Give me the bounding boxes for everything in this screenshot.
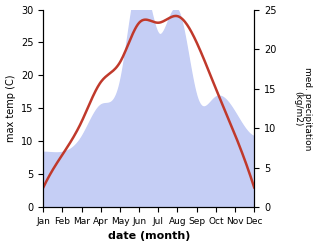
Y-axis label: max temp (C): max temp (C) — [5, 75, 16, 142]
Y-axis label: med. precipitation
(kg/m2): med. precipitation (kg/m2) — [293, 67, 313, 150]
X-axis label: date (month): date (month) — [107, 231, 190, 242]
